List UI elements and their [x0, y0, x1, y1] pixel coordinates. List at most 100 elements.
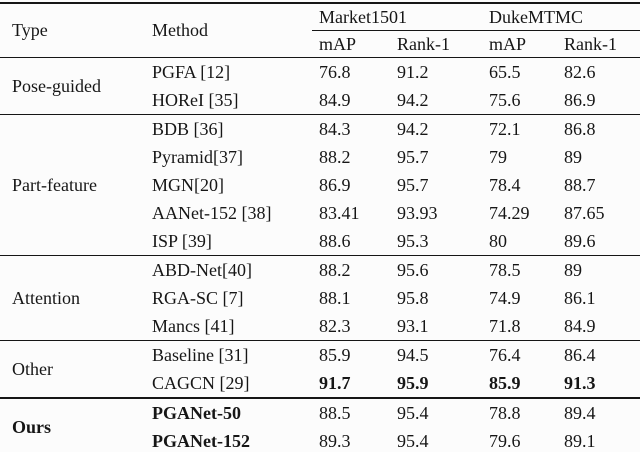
table-row: AANet-152 [38] 83.41 93.93 74.29 87.65 [0, 199, 640, 227]
table-row: HOReI [35] 84.9 94.2 75.6 86.9 [0, 86, 640, 115]
value-cell: 86.4 [557, 340, 640, 369]
value-cell: 95.4 [397, 430, 429, 451]
value-cell: 86.1 [564, 287, 596, 308]
method-cell: MGN[20] [152, 174, 224, 195]
value-cell: 86.8 [557, 114, 640, 143]
value-cell: 71.8 [489, 315, 521, 336]
type-cell: Ours [0, 397, 140, 452]
value-cell: 84.3 [312, 114, 390, 143]
value-cell: 95.9 [397, 372, 429, 393]
value-cell: 79 [489, 146, 508, 167]
table-row: CAGCN [29] 91.7 95.9 85.9 91.3 [0, 369, 640, 398]
value-cell: 95.7 [397, 174, 429, 195]
table-row: Attention ABD-Net[40] 88.2 95.6 78.5 89 [0, 255, 640, 341]
col-header-rank1-market: Rank-1 [390, 30, 483, 58]
table-row: Ours PGANet-50 88.5 95.4 78.8 89.4 [0, 397, 640, 452]
value-cell: 94.2 [397, 89, 429, 110]
value-cell: 89 [557, 255, 640, 284]
value-cell: 85.9 [489, 372, 521, 393]
col-header-rank1-duke: Rank-1 [557, 30, 640, 58]
value-cell: 88.6 [319, 230, 351, 251]
method-cell: PGANet-50 [140, 397, 312, 427]
method-cell: Baseline [31] [140, 340, 312, 369]
table-row: Mancs [41] 82.3 93.1 71.8 84.9 [0, 312, 640, 341]
method-cell: ISP [39] [152, 230, 212, 251]
value-cell: 80 [489, 230, 508, 251]
value-cell: 89.1 [564, 430, 596, 451]
method-cell: Mancs [41] [152, 315, 235, 336]
value-cell: 78.8 [482, 397, 558, 427]
value-cell: 76.8 [312, 57, 390, 86]
value-cell: 88.7 [564, 174, 596, 195]
method-cell: BDB [36] [140, 114, 312, 143]
type-cell: Attention [0, 255, 140, 341]
table-body: Pose-guided PGFA [12] 76.8 91.2 65.5 82.… [0, 57, 640, 452]
col-header-map-market: mAP [312, 30, 390, 58]
col-header-method: Method [140, 3, 312, 58]
value-cell: 91.3 [564, 372, 596, 393]
table-row: Part-feature BDB [36] 84.3 94.2 72.1 86.… [0, 114, 640, 256]
value-cell: 79.6 [489, 430, 521, 451]
value-cell: 78.4 [489, 174, 521, 195]
value-cell: 84.9 [564, 315, 596, 336]
header-row-groups: Type Method Market1501 DukeMTMC [0, 3, 640, 58]
value-cell: 82.6 [557, 57, 640, 86]
value-cell: 86.9 [564, 89, 596, 110]
type-cell: Part-feature [0, 114, 140, 256]
value-cell: 83.41 [319, 202, 360, 223]
method-cell: Pyramid[37] [152, 146, 243, 167]
method-cell: RGA-SC [7] [152, 287, 244, 308]
method-cell: CAGCN [29] [152, 372, 250, 393]
value-cell: 95.3 [397, 230, 429, 251]
table-row: MGN[20] 86.9 95.7 78.4 88.7 [0, 171, 640, 199]
value-cell: 87.65 [564, 202, 605, 223]
method-cell: ABD-Net[40] [140, 255, 312, 284]
table-row: Pyramid[37] 88.2 95.7 79 89 [0, 143, 640, 171]
col-header-type: Type [0, 3, 140, 58]
table-row: PGANet-152 89.3 95.4 79.6 89.1 [0, 427, 640, 452]
value-cell: 72.1 [482, 114, 558, 143]
value-cell: 94.2 [390, 114, 483, 143]
table-row: Other Baseline [31] 85.9 94.5 76.4 86.4 [0, 340, 640, 398]
value-cell: 82.3 [319, 315, 351, 336]
value-cell: 89.3 [319, 430, 351, 451]
value-cell: 84.9 [319, 89, 351, 110]
value-cell: 88.1 [319, 287, 351, 308]
value-cell: 95.6 [390, 255, 483, 284]
value-cell: 89.6 [564, 230, 596, 251]
value-cell: 91.7 [319, 372, 351, 393]
col-header-map-duke: mAP [482, 30, 558, 58]
value-cell: 91.2 [390, 57, 483, 86]
value-cell: 76.4 [482, 340, 558, 369]
value-cell: 95.7 [397, 146, 429, 167]
value-cell: 74.9 [489, 287, 521, 308]
type-cell: Other [0, 340, 140, 398]
header-row-metrics: mAP Rank-1 mAP Rank-1 [0, 30, 640, 58]
value-cell: 93.93 [397, 202, 438, 223]
table-row: ISP [39] 88.6 95.3 80 89.6 [0, 227, 640, 256]
method-cell: AANet-152 [38] [152, 202, 272, 223]
value-cell: 78.5 [482, 255, 558, 284]
table-header: Type Method Market1501 DukeMTMC mAP Rank… [0, 3, 640, 58]
value-cell: 65.5 [482, 57, 558, 86]
value-cell: 75.6 [489, 89, 521, 110]
value-cell: 74.29 [489, 202, 530, 223]
value-cell: 95.4 [390, 397, 483, 427]
value-cell: 86.9 [319, 174, 351, 195]
value-cell: 93.1 [397, 315, 429, 336]
value-cell: 88.5 [312, 397, 390, 427]
value-cell: 89.4 [557, 397, 640, 427]
value-cell: 94.5 [390, 340, 483, 369]
table-row: Pose-guided PGFA [12] 76.8 91.2 65.5 82.… [0, 57, 640, 115]
group-header-market1501: Market1501 [312, 3, 483, 31]
value-cell: 85.9 [312, 340, 390, 369]
value-cell: 88.2 [312, 255, 390, 284]
group-header-dukemtmc: DukeMTMC [482, 3, 640, 31]
value-cell: 95.8 [397, 287, 429, 308]
table-row: RGA-SC [7] 88.1 95.8 74.9 86.1 [0, 284, 640, 312]
value-cell: 88.2 [319, 146, 351, 167]
value-cell: 89 [564, 146, 583, 167]
method-cell: PGANet-152 [152, 430, 250, 451]
